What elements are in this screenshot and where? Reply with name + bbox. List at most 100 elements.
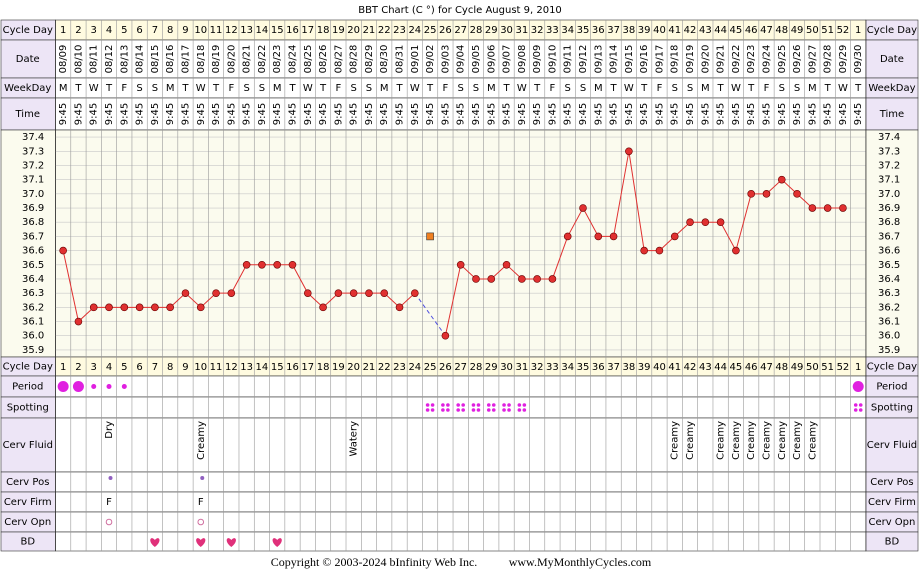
- date: 08/17: [180, 45, 191, 74]
- weekday: S: [672, 83, 678, 94]
- y-tick-label: 36.1: [878, 317, 900, 328]
- cycle-day: 2: [75, 25, 81, 36]
- cycle-day: 19: [332, 362, 345, 373]
- weekday: W: [89, 83, 99, 94]
- label-cell: [865, 39, 919, 79]
- temp-point: [303, 289, 312, 297]
- weekday: T: [854, 83, 862, 94]
- spot-dot: [858, 408, 863, 412]
- cycle-day: 40: [653, 362, 666, 373]
- weekday: W: [410, 83, 420, 94]
- cerv-fluid: Dry: [104, 421, 115, 439]
- y-tick-label: 36.4: [22, 274, 44, 285]
- time: 9:45: [73, 103, 84, 125]
- time: 9:45: [853, 103, 864, 125]
- weekday: M: [487, 83, 496, 94]
- spot-dot: [430, 408, 435, 412]
- spot-dot: [425, 408, 430, 412]
- cycle-day: 26: [439, 362, 452, 373]
- time: 9:45: [670, 103, 681, 125]
- temp-point: [533, 275, 541, 283]
- row-band: [55, 531, 867, 552]
- weekday: S: [136, 83, 142, 94]
- temp-point: [196, 303, 205, 312]
- cycle-day: 35: [577, 25, 590, 36]
- cerv-firm: F: [106, 497, 112, 508]
- spot-dot: [446, 403, 450, 407]
- weekday: S: [473, 83, 479, 94]
- row-band: [55, 39, 867, 79]
- cycle-day: 13: [240, 362, 253, 373]
- row-label: Cerv Pos: [6, 477, 49, 488]
- weekday: W: [731, 83, 741, 94]
- cycle-day: 17: [301, 25, 314, 36]
- time: 9:45: [318, 103, 329, 125]
- cycle-day: 32: [531, 362, 544, 373]
- temp-point: [227, 289, 236, 297]
- weekday: T: [212, 83, 220, 94]
- time: 9:45: [364, 103, 375, 125]
- temp-point: [548, 275, 557, 283]
- y-tick-label: 37.1: [22, 175, 44, 186]
- weekday: T: [105, 83, 113, 94]
- temp-point: [349, 289, 358, 297]
- cycle-day: 26: [439, 25, 452, 36]
- spotting-marker: [471, 403, 481, 412]
- cycle-day: 4: [106, 362, 112, 373]
- time: 9:45: [150, 103, 161, 125]
- row-label: Cerv Opn: [4, 517, 51, 528]
- time: 9:45: [654, 103, 665, 125]
- cerv-opn-marker: [197, 518, 205, 526]
- time: 9:45: [165, 103, 176, 125]
- date: 09/26: [792, 45, 803, 74]
- date: 08/31: [395, 45, 406, 74]
- chart-title: BBT Chart (C °) for Cycle August 9, 2010: [358, 5, 562, 16]
- cycle-day: 28: [470, 25, 483, 36]
- cycle-day: 20: [347, 25, 360, 36]
- temp-point: [380, 289, 389, 297]
- cycle-day: 9: [182, 25, 188, 36]
- temp-point: [120, 303, 129, 312]
- weekday: M: [594, 83, 603, 94]
- date: 08/22: [257, 45, 268, 74]
- spot-dot: [471, 408, 476, 412]
- y-tick-label: 36.2: [22, 302, 44, 313]
- temp-point: [334, 289, 343, 297]
- row-band: [55, 375, 867, 398]
- date: 09/03: [440, 45, 451, 74]
- spot-dot: [461, 403, 465, 407]
- y-tick-label: 37.1: [878, 175, 900, 186]
- row-label: Period: [876, 382, 907, 393]
- cycle-day: 41: [668, 362, 681, 373]
- cycle-day: 20: [347, 362, 360, 373]
- cycle-day: 1: [855, 362, 861, 373]
- date: 08/14: [135, 45, 146, 74]
- cycle-day: 34: [561, 362, 574, 373]
- temp-point: [655, 246, 664, 255]
- date: 09/18: [670, 45, 681, 74]
- y-tick-label: 37.4: [878, 132, 900, 143]
- date: 08/21: [242, 45, 253, 74]
- cycle-day: 47: [760, 25, 773, 36]
- weekday: M: [701, 83, 710, 94]
- row-label: Period: [12, 382, 43, 393]
- temp-point: [395, 303, 404, 312]
- temp-point: [456, 260, 465, 269]
- temp-point: [793, 190, 801, 198]
- cycle-day: 29: [485, 362, 498, 373]
- cycle-day: 33: [546, 25, 559, 36]
- cerv-fluid: Creamy: [716, 421, 727, 460]
- date: 09/27: [807, 45, 818, 74]
- label-cell: [865, 97, 919, 131]
- weekday: T: [426, 83, 434, 94]
- y-tick-label: 36.5: [22, 260, 44, 271]
- period-marker: [106, 384, 112, 389]
- cycle-day: 12: [225, 362, 238, 373]
- y-tick-label: 37.2: [878, 160, 900, 171]
- date: 09/19: [685, 45, 696, 74]
- cycle-day: 33: [546, 362, 559, 373]
- time: 9:45: [823, 103, 834, 125]
- temp-point: [670, 232, 679, 241]
- cycle-day: 24: [408, 25, 421, 36]
- spotting-marker: [853, 403, 863, 412]
